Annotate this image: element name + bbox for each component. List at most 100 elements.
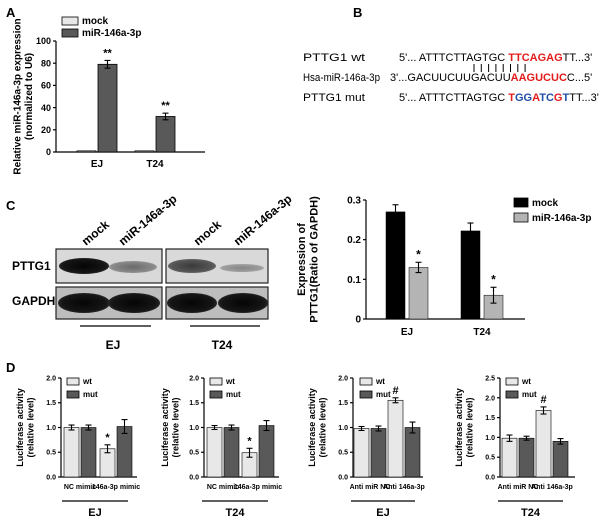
y-tick-label: 0.0	[189, 474, 199, 481]
legend-label: mock	[82, 16, 109, 27]
seq-highlight: G	[554, 92, 563, 104]
base-pairing-lines	[473, 64, 526, 72]
bar-miR-146a-3p	[155, 116, 176, 153]
bar-mut	[80, 427, 97, 478]
bar-mock	[460, 230, 481, 320]
bar-mut	[223, 427, 240, 478]
legend-swatch	[66, 390, 80, 399]
y-tick-label: 0.5	[189, 450, 199, 457]
legend-label: wt	[225, 377, 235, 386]
y-axis-title-line: (normalized to U6)	[24, 53, 35, 140]
x-category-label: T24	[473, 327, 491, 338]
y-tick-label: 60	[41, 81, 51, 91]
y-axis-title: Luciferase activity(relative level)	[15, 388, 35, 467]
legend-label: mut	[522, 390, 537, 399]
seq-highlight: TTCAGAG	[508, 52, 562, 64]
bar-wt	[501, 437, 518, 478]
x-category-label: Anti 146a-3p	[383, 484, 425, 491]
y-tick-label: 0	[46, 147, 51, 157]
significance-mark: *	[491, 272, 496, 286]
blot-group-label-t24: T24	[212, 338, 233, 352]
seq-plain-prefix: 5'... ATTTCTTAGTGC	[399, 52, 508, 64]
chart-panel-d4: 0.0 0.5 1.0 1.5 2.0 2.5 Luciferase activity(re…	[454, 375, 575, 519]
group-label: EJ	[88, 507, 101, 519]
group-label: T24	[226, 507, 246, 519]
legend-swatch	[513, 197, 529, 208]
y-tick-label: 0.5	[46, 450, 56, 457]
legend-label: mut	[226, 390, 241, 399]
bar-mut	[258, 425, 275, 478]
panel-label-c: C	[6, 198, 16, 213]
blot-band-gapdh-ej-mir	[108, 293, 160, 313]
legend-label: miR-146a-3p	[82, 28, 141, 39]
bar-mock	[76, 150, 97, 153]
bar-wt	[206, 427, 223, 478]
legend-swatch	[209, 377, 223, 386]
blot-row-label-gapdh: GAPDH	[12, 294, 55, 308]
x-category-label: Anti miR NC	[498, 484, 539, 491]
blot-band-gapdh-t24-mir	[218, 293, 268, 313]
seq-plain-suffix: TT...3'	[569, 92, 599, 104]
y-tick-label: 1.5	[485, 415, 495, 422]
seq-highlight: TC	[539, 92, 554, 104]
legend-swatch	[209, 390, 223, 399]
y-tick-label: 1.0	[485, 435, 495, 442]
legend-swatch	[66, 377, 80, 386]
seq-highlight: T	[508, 92, 515, 104]
y-tick-label: 0.3	[347, 196, 361, 207]
significance-mark: *	[247, 435, 252, 447]
y-tick-label: 0.1	[347, 275, 361, 286]
bar-wt	[63, 427, 80, 478]
sequence-alignment: PTTG1 wt Hsa-miR-146a-3p PTTG1 mut 5'...…	[303, 52, 599, 104]
seq-plain-prefix: 3'...GACUUCUUGACUU	[390, 72, 511, 84]
significance-mark: #	[540, 394, 546, 406]
bar-mut	[404, 427, 421, 478]
seq-highlight: AAGUCUC	[511, 72, 567, 84]
blot-band-gapdh-t24-mock	[167, 293, 217, 313]
seq-label-mir: Hsa-miR-146a-3p	[303, 72, 380, 84]
significance-mark: *	[105, 432, 110, 444]
seq-mir-146a-3p: 3'...GACUUCUUGACUUAAGUCUCC...5'	[390, 72, 592, 84]
y-tick-label: 1.0	[46, 425, 56, 432]
y-axis-title-line: Luciferase activity	[307, 388, 317, 467]
y-tick-label: 0.5	[338, 450, 348, 457]
legend-swatch	[61, 28, 79, 38]
seq-highlight: GG	[515, 92, 532, 104]
y-tick-label: 2.0	[189, 375, 199, 382]
y-axis-title: Expression ofPTTG1(Ratio of GAPDH)	[296, 196, 321, 323]
legend-label: miR-146a-3p	[532, 213, 591, 224]
y-tick-label: 0	[355, 315, 361, 326]
significance-mark: *	[416, 247, 421, 261]
y-axis-title-line: Expression of	[296, 223, 308, 296]
x-category-label: 146a-3p mimic	[92, 484, 140, 491]
seq-pttg1-mut: 5'... ATTTCTTAGTGC TGGATCGTTT...3'	[399, 92, 599, 104]
panel-label-b: B	[353, 5, 362, 20]
legend-label: wt	[521, 377, 531, 386]
y-tick-label: 2.0	[485, 395, 495, 402]
bar-mut	[116, 426, 133, 478]
y-tick-label: 2.0	[46, 375, 56, 382]
significance-mark: **	[103, 47, 112, 59]
y-axis-title: Relative miR-146a-3p expression(normaliz…	[13, 18, 36, 174]
blot-band-pttg1-t24-mir	[220, 264, 264, 272]
y-axis-title-line: Relative miR-146a-3p expression	[13, 18, 24, 174]
y-axis-title-line: (relative level)	[170, 397, 180, 457]
legend-swatch	[61, 16, 79, 26]
x-category-label: NC mimic	[207, 484, 239, 491]
y-tick-label: 20	[41, 125, 51, 135]
significance-mark: #	[392, 385, 398, 397]
blot-band-gapdh-ej-mock	[58, 293, 110, 313]
chart-panel-d3: 0.0 0.5 1.0 1.5 2.0 Luciferase activity(relat…	[307, 375, 425, 519]
blot-col-label-1: mock	[79, 217, 112, 248]
bar-mock	[385, 211, 406, 320]
y-axis-title: Luciferase activity(relative level)	[160, 388, 180, 467]
y-axis-title-line: Luciferase activity	[454, 388, 464, 467]
y-tick-label: 1.5	[338, 400, 348, 407]
bar-wt	[535, 410, 552, 478]
x-category-label: T24	[146, 159, 164, 170]
legend-label: mut	[83, 390, 98, 399]
bar-mut	[552, 441, 569, 478]
blot-row-label-pttg1: PTTG1	[12, 259, 51, 273]
